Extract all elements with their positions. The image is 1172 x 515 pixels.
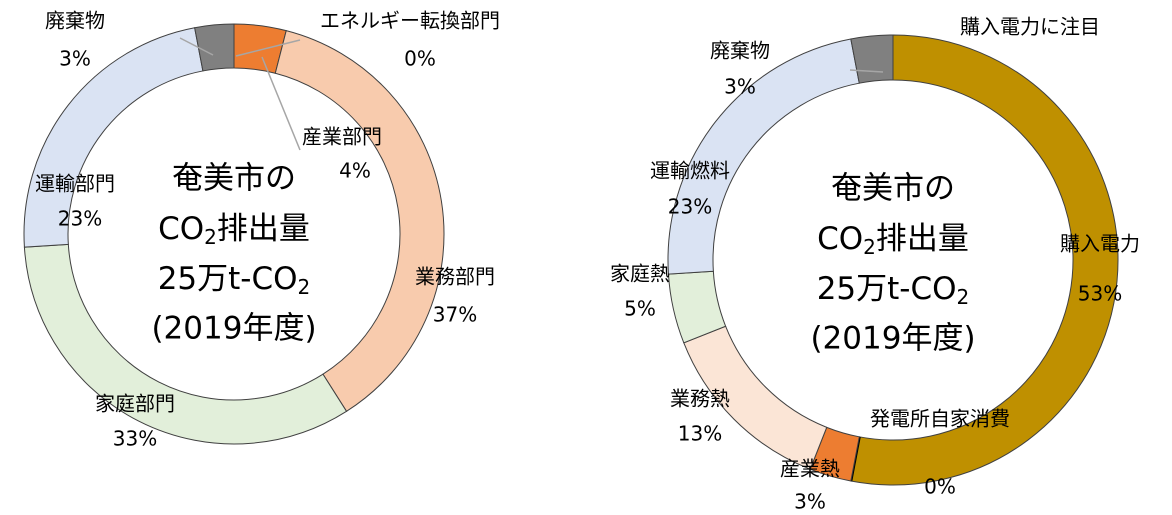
value-label: 23% [58,207,102,231]
value-label: 0% [404,47,436,71]
category-label: 廃棄物 [710,39,770,63]
center-text: CO2排出量 [158,211,310,249]
value-label: 3% [794,490,826,514]
category-label: 家庭部門 [95,392,175,416]
center-text-part: CO [817,221,863,257]
value-label: 4% [339,159,371,183]
category-label: エネルギー転換部門 [320,9,500,33]
slice [194,23,235,72]
center-text: 25万t-CO2 [158,261,311,299]
category-label: 業務熱 [670,387,730,411]
center-text: CO2排出量 [817,221,969,259]
category-label: 産業熱 [780,457,840,481]
value-label: 23% [668,195,712,219]
value-label: 3% [59,47,91,71]
leader-line [849,69,884,73]
value-label: 33% [113,427,157,451]
center-text-sub: 2 [298,275,311,299]
center-text-sub: 2 [204,225,217,249]
center-text: 奄美市の [172,161,296,197]
slice [850,34,1119,486]
leader-line [261,56,301,151]
chart-title: 購入電力に注目 [960,15,1100,39]
center-text-part: 25万t-CO [158,261,298,297]
center-text-part: 排出量 [217,211,310,247]
category-label: 業務部門 [415,265,495,289]
category-label: 家庭熱 [610,262,670,286]
center-text-sub: 2 [957,285,970,309]
category-label: 運輸部門 [35,172,115,196]
category-label: 購入電力 [1060,232,1140,256]
leader-line [235,39,301,57]
center-text-part: CO [158,211,204,247]
center-text: (2019年度) [151,311,316,347]
slice [274,29,445,412]
center-text: 奄美市の [831,171,955,207]
center-text-part: 25万t-CO [817,271,957,307]
center-text-part: 排出量 [876,221,969,257]
center-text-sub: 2 [863,235,876,259]
center-text: (2019年度) [810,321,975,357]
center-text: 25万t-CO2 [817,271,970,309]
leader-line [179,37,214,56]
value-label: 5% [624,297,656,321]
category-label: 運輸燃料 [650,159,730,183]
value-label: 0% [924,475,956,499]
value-label: 3% [724,75,756,99]
category-label: 産業部門 [302,125,382,149]
value-label: 37% [433,303,477,327]
category-label: 廃棄物 [45,9,105,33]
value-label: 53% [1078,282,1122,306]
value-label: 13% [678,422,722,446]
category-label: 発電所自家消費 [870,407,1010,431]
